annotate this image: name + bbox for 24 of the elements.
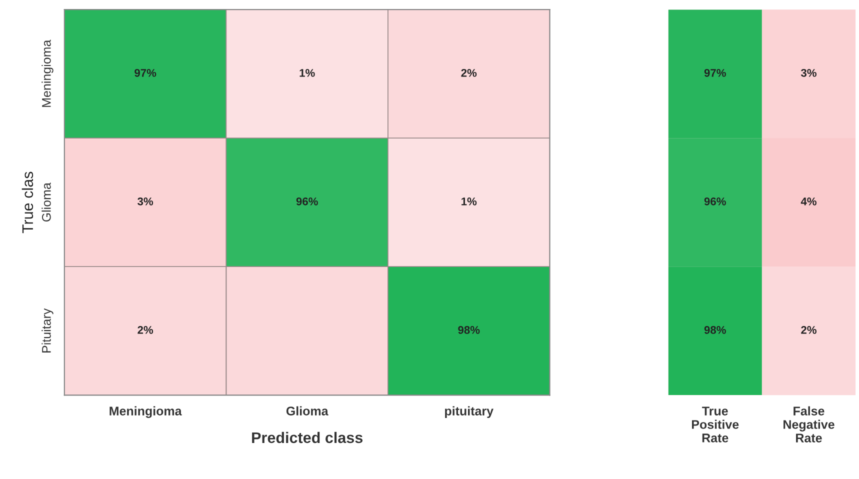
data-label: 3% bbox=[138, 197, 154, 206]
data-label: 97% bbox=[134, 68, 156, 77]
y-axis-title: True clas bbox=[22, 172, 34, 234]
data-label: 98% bbox=[458, 326, 480, 334]
data-label: 96% bbox=[704, 197, 726, 206]
data-label: 2% bbox=[801, 326, 816, 334]
y-tick-label: Glioma bbox=[42, 182, 51, 222]
y-tick-label: Pituitary bbox=[42, 308, 54, 352]
data-label: 4% bbox=[800, 198, 816, 206]
x-tick-label: Glioma bbox=[286, 406, 328, 416]
data-label: 2% bbox=[461, 68, 477, 77]
x-axis-title: Predicted class bbox=[252, 432, 363, 444]
y-tick-label: Meningioma bbox=[42, 40, 54, 107]
data-label: 96% bbox=[296, 197, 318, 206]
x-tick-label: pituitary bbox=[445, 406, 494, 418]
data-label: 98% bbox=[704, 326, 726, 334]
x-tick-label: Meningioma bbox=[110, 406, 182, 418]
x-tick-label: True Positive Rate bbox=[692, 406, 739, 442]
data-label: 3% bbox=[800, 68, 816, 77]
x-tick-label: False Negative Rate bbox=[784, 406, 834, 442]
data-label: 97% bbox=[704, 68, 726, 77]
data-label: 1% bbox=[300, 68, 315, 77]
data-label: 2% bbox=[138, 326, 154, 334]
data-label: 1% bbox=[462, 198, 477, 206]
